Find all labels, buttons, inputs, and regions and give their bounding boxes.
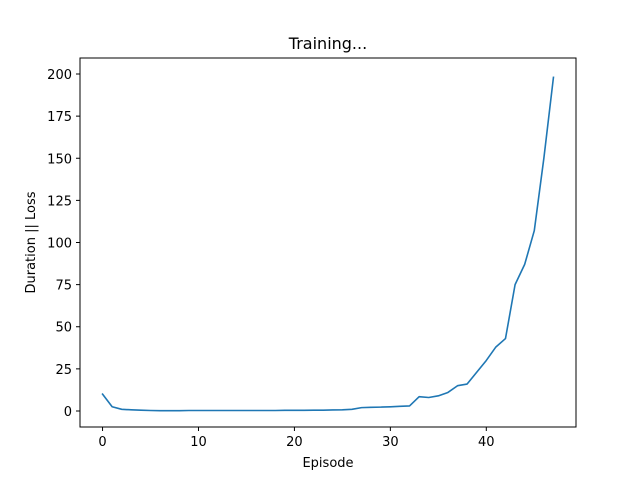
x-tick-label: 40 xyxy=(478,435,495,450)
y-tick-label: 25 xyxy=(55,363,72,378)
y-tick-label: 200 xyxy=(47,68,72,83)
x-axis-label: Episode xyxy=(302,456,353,471)
x-tick-label: 20 xyxy=(286,435,303,450)
y-tick-label: 75 xyxy=(55,279,72,294)
x-tick-label: 0 xyxy=(98,435,106,450)
y-tick-label: 125 xyxy=(47,194,72,209)
x-tick-label: 10 xyxy=(190,435,207,450)
y-axis: 0 25 50 75 100 125 150 175 200 xyxy=(47,68,80,420)
plot-area xyxy=(101,76,555,412)
y-tick-label: 175 xyxy=(47,110,72,125)
chart-title: Training... xyxy=(288,34,367,53)
y-tick-label: 150 xyxy=(47,152,72,167)
x-axis: 0 10 20 30 40 xyxy=(98,427,495,450)
x-tick-label: 30 xyxy=(382,435,399,450)
y-tick-label: 100 xyxy=(47,237,72,252)
y-axis-label: Duration || Loss xyxy=(24,191,39,293)
series-line-0 xyxy=(101,76,555,412)
y-tick-label: 50 xyxy=(55,321,72,336)
axes-frame xyxy=(79,57,577,428)
y-tick-label: 0 xyxy=(64,405,72,420)
